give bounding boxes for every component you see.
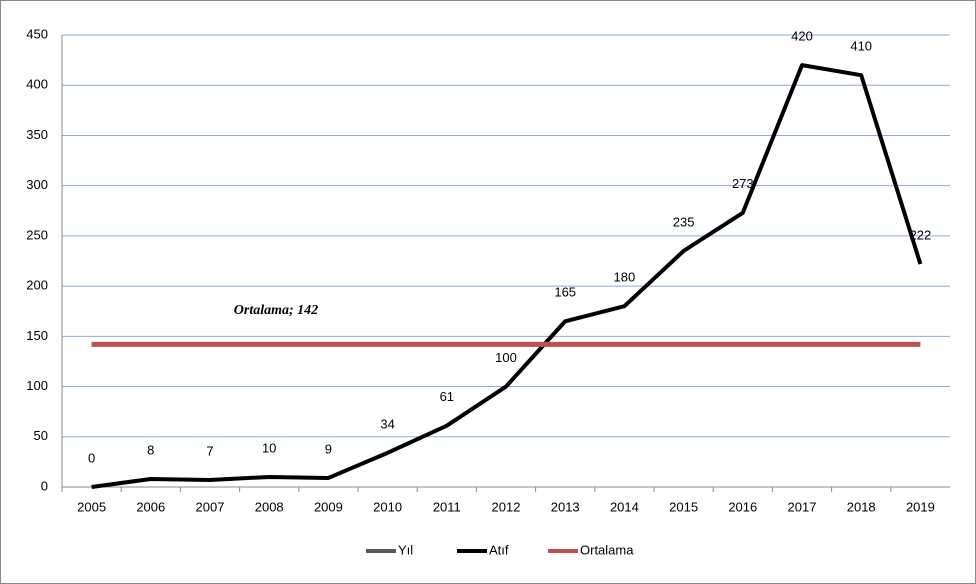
x-tick-label: 2007 (196, 499, 225, 514)
y-tick-label: 0 (41, 478, 48, 493)
x-tick-label: 2010 (373, 499, 402, 514)
x-tick-label: 2008 (255, 499, 284, 514)
x-tick-label: 2019 (906, 499, 935, 514)
data-label: 165 (554, 285, 576, 300)
x-tick-label: 2015 (669, 499, 698, 514)
data-label: 61 (440, 389, 454, 404)
y-tick-label: 300 (26, 177, 48, 192)
y-tick-label: 450 (26, 26, 48, 41)
y-tick-label: 250 (26, 227, 48, 242)
x-tick-label: 2011 (433, 499, 461, 514)
data-label: 34 (380, 416, 394, 431)
x-tick-label: 2016 (728, 499, 757, 514)
x-tick-label: 2009 (314, 499, 343, 514)
y-tick-label: 150 (26, 328, 48, 343)
legend-label: Yıl (398, 542, 413, 557)
annotation: Ortalama; 142 (234, 303, 318, 318)
y-tick-label: 100 (26, 378, 48, 393)
x-tick-label: 2018 (847, 499, 876, 514)
x-tick-label: 2017 (788, 499, 817, 514)
data-label: 0 (88, 450, 95, 465)
data-label: 7 (206, 443, 213, 458)
legend-label: Atıf (489, 542, 509, 557)
data-label: 235 (673, 214, 695, 229)
data-label: 180 (614, 270, 636, 285)
x-tick-label: 2014 (610, 499, 639, 514)
data-label: 8 (147, 442, 154, 457)
legend-label: Ortalama (580, 542, 634, 557)
series-line (91, 63, 923, 489)
x-tick-label: 2012 (492, 499, 521, 514)
data-label: 100 (495, 350, 517, 365)
data-label: 10 (262, 440, 276, 455)
data-label: 410 (850, 39, 872, 54)
x-tick-label: 2005 (77, 499, 106, 514)
y-tick-label: 350 (26, 127, 48, 142)
data-label: 420 (791, 29, 813, 44)
x-tick-label: 2013 (551, 499, 580, 514)
y-tick-label: 400 (26, 77, 48, 92)
data-label: 273 (732, 176, 754, 191)
y-tick-label: 50 (34, 428, 48, 443)
data-label: 222 (910, 227, 932, 242)
data-label: 9 (325, 441, 332, 456)
y-tick-label: 200 (26, 278, 48, 293)
x-tick-label: 2006 (136, 499, 165, 514)
